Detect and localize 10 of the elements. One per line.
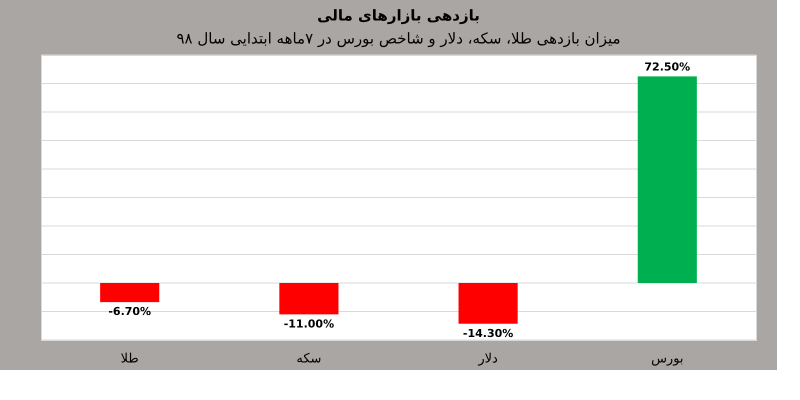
chart-subtitle: میزان بازدهی طلا، سکه، دلار و شاخص بورس در ۷ماهه ابتدایی سال ۹۸ bbox=[176, 30, 621, 48]
x-tick-label: سکه bbox=[296, 352, 322, 366]
chart-title: بازدهی بازارهای مالی bbox=[317, 6, 480, 24]
data-label: 72.50% bbox=[644, 60, 690, 74]
data-label: -11.00% bbox=[284, 317, 334, 330]
x-tick-label: طلا bbox=[120, 352, 139, 366]
x-tick-label: دلار bbox=[477, 352, 498, 366]
data-label: -14.30% bbox=[462, 326, 514, 340]
x-tick-label: بورس bbox=[651, 352, 684, 366]
data-label: -6.70% bbox=[108, 305, 152, 318]
